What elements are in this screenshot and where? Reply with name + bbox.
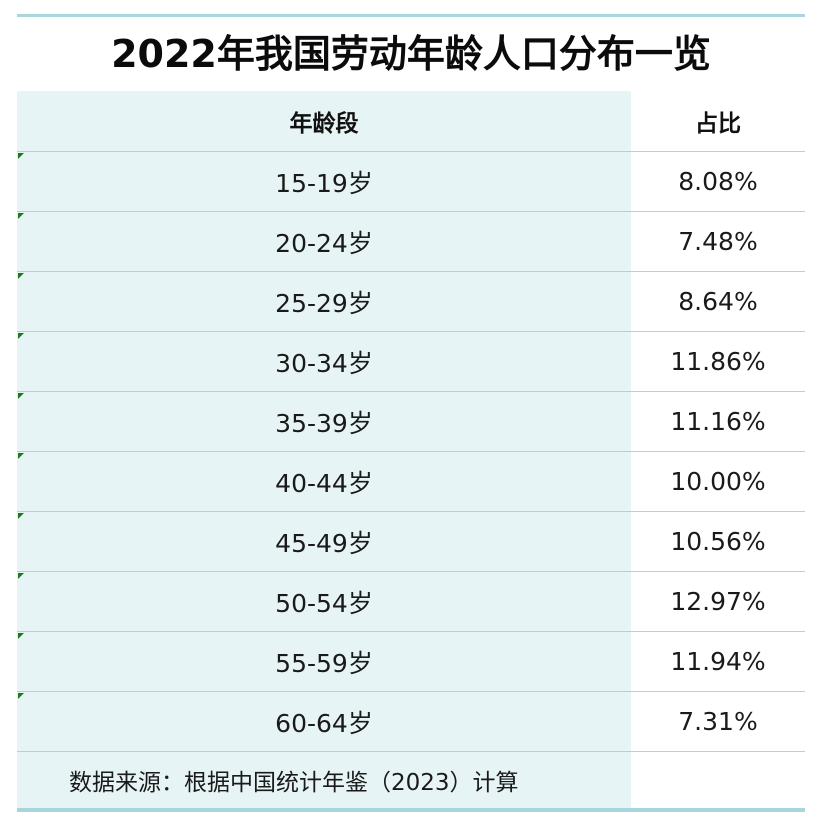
top-rule: [17, 14, 805, 17]
cell-marker-icon: [18, 633, 24, 639]
share-value: 11.94%: [631, 631, 805, 692]
table-row: 20-24岁 7.48%: [17, 211, 805, 272]
table-row: 35-39岁 11.16%: [17, 391, 805, 452]
age-label: 60-64岁: [275, 708, 373, 738]
age-cell: 25-29岁: [17, 271, 631, 332]
share-value: 8.64%: [631, 271, 805, 332]
source-note: 数据来源：根据中国统计年鉴（2023）计算: [17, 751, 631, 812]
table-row: 40-44岁 10.00%: [17, 451, 805, 512]
share-value: 12.97%: [631, 571, 805, 632]
cell-marker-icon: [18, 453, 24, 459]
source-row: 数据来源：根据中国统计年鉴（2023）计算: [17, 751, 805, 812]
age-cell: 50-54岁: [17, 571, 631, 632]
header-share: 占比: [631, 91, 805, 152]
age-cell: 55-59岁: [17, 631, 631, 692]
age-label: 45-49岁: [275, 528, 373, 558]
age-label: 15-19岁: [275, 168, 373, 198]
age-label: 25-29岁: [275, 288, 373, 318]
age-cell: 60-64岁: [17, 691, 631, 752]
age-cell: 30-34岁: [17, 331, 631, 392]
header-age: 年龄段: [17, 91, 631, 152]
cell-marker-icon: [18, 513, 24, 519]
header-row: 年龄段 占比: [17, 91, 805, 152]
source-empty-cell: [631, 751, 805, 812]
cell-marker-icon: [18, 693, 24, 699]
cell-marker-icon: [18, 153, 24, 159]
share-value: 10.56%: [631, 511, 805, 572]
age-cell: 40-44岁: [17, 451, 631, 512]
age-label: 40-44岁: [275, 468, 373, 498]
age-cell: 35-39岁: [17, 391, 631, 452]
table-row: 55-59岁 11.94%: [17, 631, 805, 692]
data-table: 年龄段 占比 15-19岁 8.08% 20-24岁 7.48% 25-29岁 8.64%…: [17, 91, 805, 812]
age-label: 50-54岁: [275, 588, 373, 618]
table-frame: 2022年我国劳动年龄人口分布一览 年龄段 占比 15-19岁 8.08% 20-2…: [17, 14, 805, 812]
cell-marker-icon: [18, 393, 24, 399]
share-value: 10.00%: [631, 451, 805, 512]
cell-marker-icon: [18, 213, 24, 219]
share-value: 11.86%: [631, 331, 805, 392]
table-body: 15-19岁 8.08% 20-24岁 7.48% 25-29岁 8.64% 30-34岁 1…: [17, 151, 805, 752]
age-label: 30-34岁: [275, 348, 373, 378]
table-row: 15-19岁 8.08%: [17, 151, 805, 212]
cell-marker-icon: [18, 573, 24, 579]
cell-marker-icon: [18, 333, 24, 339]
age-cell: 15-19岁: [17, 151, 631, 212]
share-value: 8.08%: [631, 151, 805, 212]
age-cell: 20-24岁: [17, 211, 631, 272]
cell-marker-icon: [18, 273, 24, 279]
age-label: 55-59岁: [275, 648, 373, 678]
table-row: 45-49岁 10.56%: [17, 511, 805, 572]
page-title: 2022年我国劳动年龄人口分布一览: [111, 32, 711, 76]
age-cell: 45-49岁: [17, 511, 631, 572]
share-value: 7.48%: [631, 211, 805, 272]
share-value: 11.16%: [631, 391, 805, 452]
table-row: 60-64岁 7.31%: [17, 691, 805, 752]
table-row: 30-34岁 11.86%: [17, 331, 805, 392]
age-label: 35-39岁: [275, 408, 373, 438]
share-value: 7.31%: [631, 691, 805, 752]
table-row: 50-54岁 12.97%: [17, 571, 805, 632]
age-label: 20-24岁: [275, 228, 373, 258]
table-row: 25-29岁 8.64%: [17, 271, 805, 332]
